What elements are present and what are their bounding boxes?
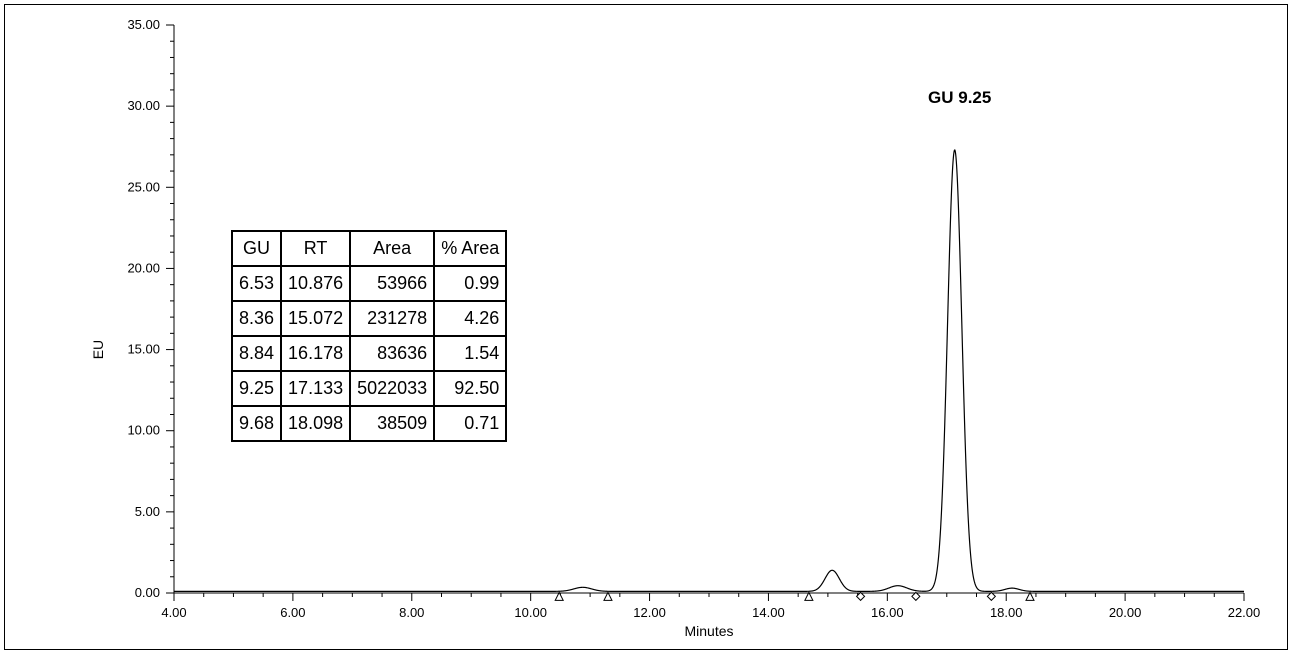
- x-tick-label: 8.00: [399, 605, 424, 620]
- y-tick-label: 20.00: [127, 260, 160, 275]
- y-axis-title: EU: [90, 340, 106, 359]
- axes: [166, 24, 1245, 601]
- header-gu: GU: [230, 230, 283, 267]
- cell-gu: 9.25: [230, 370, 283, 407]
- table-row: 6.53 10.876 53966 0.99: [230, 265, 508, 302]
- x-tick-label: 20.00: [1109, 605, 1142, 620]
- table-row: 8.84 16.178 83636 1.54: [230, 335, 508, 372]
- x-tick-label: 22.00: [1228, 605, 1261, 620]
- cell-percent-area: 4.26: [433, 300, 508, 337]
- cell-percent-area: 0.71: [433, 405, 508, 442]
- header-rt: RT: [280, 230, 352, 267]
- table-header-row: GU RT Area % Area: [230, 230, 508, 267]
- cell-percent-area: 0.99: [433, 265, 508, 302]
- x-tick-label: 4.00: [161, 605, 186, 620]
- x-tick-label: 18.00: [990, 605, 1023, 620]
- cell-area: 231278: [349, 300, 436, 337]
- x-tick-label: 16.00: [871, 605, 904, 620]
- diamond-marker: [986, 591, 997, 602]
- y-tick-label: 35.00: [127, 17, 160, 32]
- diamond-marker: [911, 591, 921, 602]
- y-tick-label: 0.00: [135, 585, 160, 600]
- diamond-marker: [855, 591, 866, 602]
- cell-area: 83636: [349, 335, 436, 372]
- cell-rt: 10.876: [280, 265, 352, 302]
- y-tick-label: 10.00: [127, 423, 160, 438]
- x-axis-title: Minutes: [684, 623, 733, 639]
- peak-annotation: GU 9.25: [928, 88, 991, 107]
- cell-percent-area: 92.50: [433, 370, 508, 407]
- cell-gu: 6.53: [230, 265, 283, 302]
- cell-area: 38509: [349, 405, 436, 442]
- triangle-marker: [603, 591, 613, 601]
- cell-gu: 9.68: [230, 405, 283, 442]
- table-row: 8.36 15.072 231278 4.26: [230, 300, 508, 337]
- chart-labels: 0.00 5.00 10.00 15.00 20.00 25.00 30.00 35.00 4.…: [90, 17, 1260, 639]
- y-tick-label: 15.00: [127, 342, 160, 357]
- cell-gu: 8.84: [230, 335, 283, 372]
- results-table: GU RT Area % Area 6.53 10.876 53966 0.99…: [230, 230, 508, 442]
- y-tick-label: 5.00: [135, 504, 160, 519]
- y-tick-label: 30.00: [127, 98, 160, 113]
- triangle-marker: [1025, 591, 1035, 601]
- cell-rt: 18.098: [280, 405, 352, 442]
- cell-gu: 8.36: [230, 300, 283, 337]
- chromatogram-trace: [174, 149, 1244, 592]
- header-percent-area: % Area: [433, 230, 508, 267]
- x-tick-label: 10.00: [514, 605, 547, 620]
- x-tick-label: 14.00: [752, 605, 785, 620]
- cell-rt: 17.133: [280, 370, 352, 407]
- triangle-marker: [554, 591, 565, 601]
- x-tick-label: 12.00: [633, 605, 666, 620]
- cell-area: 5022033: [349, 370, 436, 407]
- table-row: 9.68 18.098 38509 0.71: [230, 405, 508, 442]
- header-area: Area: [349, 230, 436, 267]
- cell-rt: 16.178: [280, 335, 352, 372]
- cell-area: 53966: [349, 265, 436, 302]
- x-tick-label: 6.00: [280, 605, 305, 620]
- integration-markers: [554, 591, 1035, 602]
- triangle-marker: [804, 591, 814, 601]
- cell-rt: 15.072: [280, 300, 352, 337]
- table-row: 9.25 17.133 5022033 92.50: [230, 370, 508, 407]
- cell-percent-area: 1.54: [433, 335, 508, 372]
- y-tick-label: 25.00: [127, 179, 160, 194]
